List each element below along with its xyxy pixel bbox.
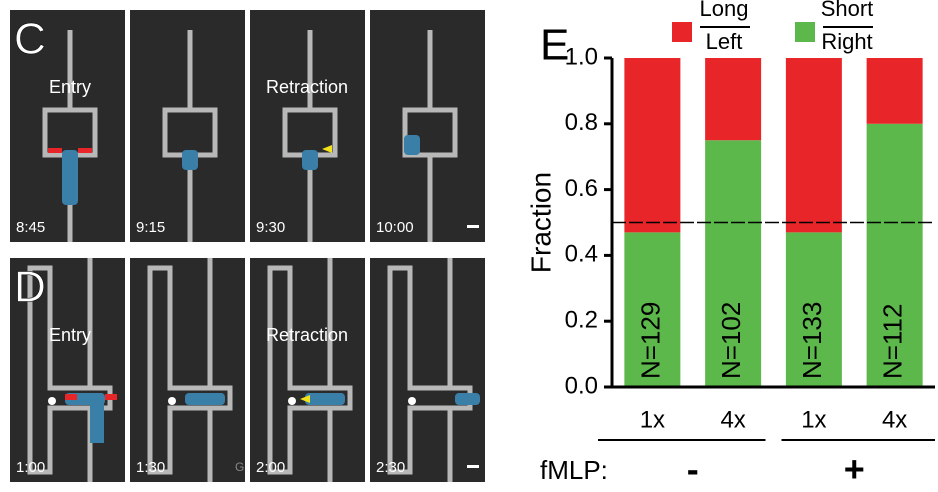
arrow (300, 395, 310, 403)
bead (168, 397, 176, 405)
bar-label: N=133 (797, 302, 827, 379)
time-stamp: 2:30 (376, 459, 405, 476)
bar-segment (866, 58, 923, 124)
time-stamp: 1:30 (136, 459, 165, 476)
channel (267, 258, 353, 482)
legend-swatch (795, 22, 815, 42)
channel (147, 258, 233, 482)
bar-segment (866, 123, 923, 388)
micro-frame (370, 258, 485, 482)
frame-label: Entry (49, 77, 91, 97)
x-tick-label: 1x (801, 406, 826, 433)
cell (404, 135, 420, 155)
time-stamp: 1:00 (16, 459, 45, 476)
cell-edge (105, 394, 117, 400)
y-tick-label: 1.0 (565, 43, 598, 70)
bar-label: N=102 (716, 302, 746, 379)
cell-edge (78, 148, 92, 153)
y-tick-label: 0.4 (565, 241, 598, 268)
legend-label: Long (700, 0, 749, 21)
channel (387, 258, 473, 482)
cell (305, 393, 345, 405)
frame-label: Entry (49, 325, 91, 345)
bar-segment (705, 140, 762, 387)
y-tick-label: 0.2 (565, 307, 598, 334)
time-stamp: 2:00 (256, 459, 285, 476)
time-stamp: 9:15 (136, 219, 165, 236)
bar-segment (785, 58, 842, 233)
bar-segment (624, 232, 681, 387)
bar-segment (785, 232, 842, 387)
frame-label: Retraction (266, 325, 348, 345)
bead (288, 397, 296, 405)
y-tick-label: 0.8 (565, 109, 598, 136)
cell-edge (65, 394, 77, 400)
cell (62, 150, 78, 205)
y-axis-label: Fraction (525, 172, 556, 273)
group-label: - (687, 449, 699, 490)
x-tick-label: 4x (720, 406, 745, 433)
cell-stem (90, 398, 104, 443)
cell (455, 393, 480, 405)
scale-bar (467, 225, 479, 228)
time-stamp: 8:45 (16, 219, 45, 236)
x-tick-label: 4x (882, 406, 907, 433)
time-stamp: 10:00 (376, 219, 414, 236)
bar-segment (705, 58, 762, 141)
arrow (322, 145, 332, 153)
micro-frame (250, 258, 365, 482)
group-title: fMLP: (540, 455, 608, 485)
cell (302, 150, 318, 170)
panel-letter: E (540, 21, 569, 70)
cell (182, 150, 198, 170)
legend-swatch (672, 22, 692, 42)
panel-letter: C (14, 15, 46, 64)
bead (48, 397, 56, 405)
x-tick-label: 1x (640, 406, 665, 433)
time-stamp: 9:30 (256, 219, 285, 236)
bead (408, 397, 416, 405)
legend-label: Right (821, 29, 872, 54)
legend-label: Short (821, 0, 874, 21)
frame-label: Retraction (266, 77, 348, 97)
micro-frame (130, 258, 245, 482)
panel-letter: D (14, 263, 46, 312)
legend-label: Left (706, 29, 743, 54)
frame-mark: G (235, 460, 244, 474)
y-tick-label: 0.6 (565, 175, 598, 202)
cell-edge (48, 148, 62, 153)
group-label: + (844, 449, 865, 490)
bar-label: N=129 (635, 302, 665, 379)
bar-label: N=112 (878, 304, 908, 379)
cell (185, 393, 225, 405)
y-tick-label: 0.0 (565, 372, 598, 399)
scale-bar (467, 465, 479, 468)
bar-segment (624, 58, 681, 233)
